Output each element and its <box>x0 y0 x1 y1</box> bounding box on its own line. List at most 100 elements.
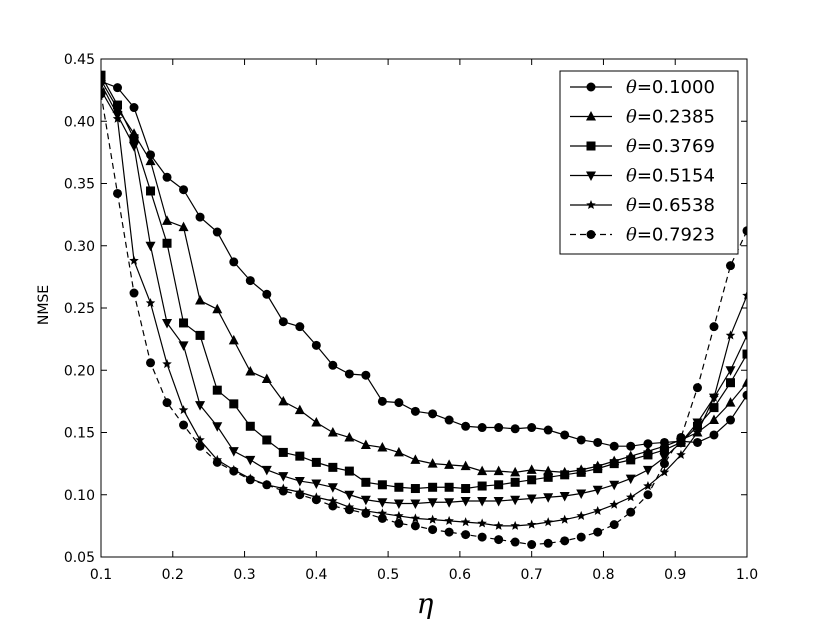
data-point <box>576 532 586 542</box>
data-point <box>394 518 404 528</box>
data-point <box>212 457 222 467</box>
legend-marker <box>586 111 596 121</box>
series-layer <box>101 70 747 550</box>
x-tick-label: 0.7 <box>521 567 543 583</box>
data-point <box>526 494 537 504</box>
data-point <box>659 453 670 463</box>
data-point <box>145 155 156 166</box>
data-point <box>360 495 371 506</box>
data-point <box>460 496 471 507</box>
data-point <box>593 464 603 474</box>
data-point <box>477 423 487 433</box>
data-point <box>361 508 371 518</box>
data-point <box>410 521 420 531</box>
data-point <box>676 449 686 459</box>
series-line-0.5154 <box>101 83 747 505</box>
x-axis-label: η <box>417 587 434 620</box>
data-point <box>344 431 355 442</box>
data-point <box>709 322 719 332</box>
data-point <box>559 491 570 502</box>
y-tick-label: 0.10 <box>64 488 95 504</box>
data-point <box>245 421 255 431</box>
data-point <box>576 489 587 500</box>
data-point <box>294 404 305 415</box>
data-point <box>444 459 455 469</box>
data-point <box>162 238 172 248</box>
y-tick-label: 0.30 <box>64 239 95 255</box>
data-point <box>328 360 338 370</box>
legend-entry: θ=0.6538 <box>570 195 715 216</box>
data-point <box>527 475 537 485</box>
data-point <box>377 508 388 518</box>
legend-marker <box>586 200 596 210</box>
data-point <box>311 495 321 505</box>
data-point <box>377 498 388 508</box>
data-point <box>278 317 288 327</box>
data-point <box>427 458 438 468</box>
data-point <box>394 482 404 492</box>
legend-marker <box>586 82 596 92</box>
data-point <box>393 499 404 509</box>
series-line-0.7923 <box>101 93 747 546</box>
data-point <box>427 498 438 508</box>
data-point <box>327 483 338 493</box>
data-point <box>643 490 653 500</box>
data-point <box>162 318 173 329</box>
data-point <box>294 477 305 487</box>
data-point <box>394 398 404 408</box>
data-point <box>725 261 735 271</box>
data-point <box>212 385 222 395</box>
data-point <box>278 395 289 406</box>
data-point <box>393 446 404 457</box>
data-point <box>510 537 520 547</box>
data-point <box>179 185 189 195</box>
data-point <box>328 462 338 472</box>
data-point <box>461 530 471 540</box>
data-point <box>510 520 520 530</box>
legend-entry: θ=0.5154 <box>570 166 715 187</box>
data-point <box>113 188 123 198</box>
data-point <box>113 100 123 110</box>
data-point <box>112 113 123 123</box>
data-point <box>742 290 747 300</box>
data-point <box>725 397 736 407</box>
data-point <box>692 437 702 447</box>
data-point <box>178 221 189 232</box>
data-point <box>742 331 747 341</box>
data-point <box>278 486 288 496</box>
y-tick-label: 0.45 <box>64 52 95 68</box>
data-point <box>427 514 438 524</box>
data-point <box>295 490 305 500</box>
legend-entry: θ=0.2385 <box>570 107 715 128</box>
data-point <box>477 532 487 542</box>
data-point <box>609 480 620 491</box>
data-point <box>559 514 570 524</box>
data-point <box>261 465 272 476</box>
data-point <box>129 103 139 113</box>
data-point <box>311 457 321 467</box>
series-0.5154 <box>101 79 747 509</box>
y-axis-label: NMSE <box>36 285 52 325</box>
legend-marker <box>586 230 596 239</box>
data-point <box>560 536 570 546</box>
data-point <box>295 322 305 332</box>
data-point <box>609 499 619 509</box>
series-line-0.1000 <box>101 80 747 447</box>
series-line-0.2385 <box>101 79 747 473</box>
data-point <box>410 454 421 464</box>
data-point <box>526 519 537 529</box>
data-point <box>228 334 239 345</box>
data-point <box>327 427 338 437</box>
y-tick-label: 0.15 <box>64 426 95 442</box>
axis-ticks: 0.1 0.2 0.3 0.4 0.5 0.6 0.7 0.8 0.9 1.0 0.05 0.10 0.… <box>64 52 758 583</box>
data-point <box>460 460 471 471</box>
data-point <box>576 510 586 520</box>
data-point <box>162 172 172 182</box>
data-point <box>295 451 305 461</box>
legend-box <box>559 70 739 255</box>
data-point <box>477 481 487 491</box>
data-point <box>444 498 455 508</box>
x-tick-label: 0.5 <box>377 567 399 583</box>
legend-label: θ=0.1000 <box>626 77 715 98</box>
legend-label: θ=0.2385 <box>626 107 715 128</box>
